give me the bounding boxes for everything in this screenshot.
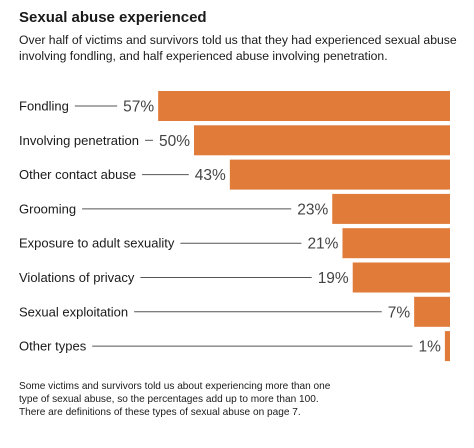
- value-label: 1%: [418, 339, 441, 356]
- bar: [414, 296, 450, 327]
- footnote-line: There are definitions of these types of …: [19, 407, 301, 418]
- value-label: 7%: [388, 304, 411, 321]
- value-label: 50%: [159, 133, 190, 150]
- footnote: Some victims and survivors told us about…: [19, 380, 459, 419]
- chart-subtitle: Over half of victims and survivors told …: [19, 33, 457, 63]
- bar: [342, 228, 450, 259]
- bar: [352, 262, 450, 293]
- bar: [158, 91, 450, 121]
- category-label: Exposure to adult sexuality: [19, 236, 175, 251]
- category-label: Other types: [19, 339, 87, 354]
- footnote-line: type of sexual abuse, so the percentages…: [19, 394, 319, 405]
- value-label: 23%: [297, 201, 328, 218]
- category-label: Violations of privacy: [19, 270, 135, 285]
- bar: [229, 159, 450, 190]
- chart-title: Sexual abuse experienced: [19, 9, 207, 26]
- category-label: Grooming: [19, 201, 76, 216]
- bar: [332, 193, 450, 224]
- category-label: Involving penetration: [19, 133, 139, 148]
- value-label: 57%: [123, 99, 154, 116]
- value-label: 43%: [195, 167, 226, 184]
- category-label: Sexual exploitation: [19, 304, 128, 319]
- value-label: 19%: [318, 270, 349, 287]
- bar: [194, 125, 450, 156]
- category-label: Fondling: [19, 99, 69, 114]
- category-label: Other contact abuse: [19, 167, 136, 182]
- bar: [444, 331, 450, 362]
- bar-chart: Fondling 57% Involving penetration 50% Other…: [19, 91, 450, 362]
- value-label: 21%: [307, 236, 338, 253]
- footnote-line: Some victims and survivors told us about…: [19, 381, 331, 392]
